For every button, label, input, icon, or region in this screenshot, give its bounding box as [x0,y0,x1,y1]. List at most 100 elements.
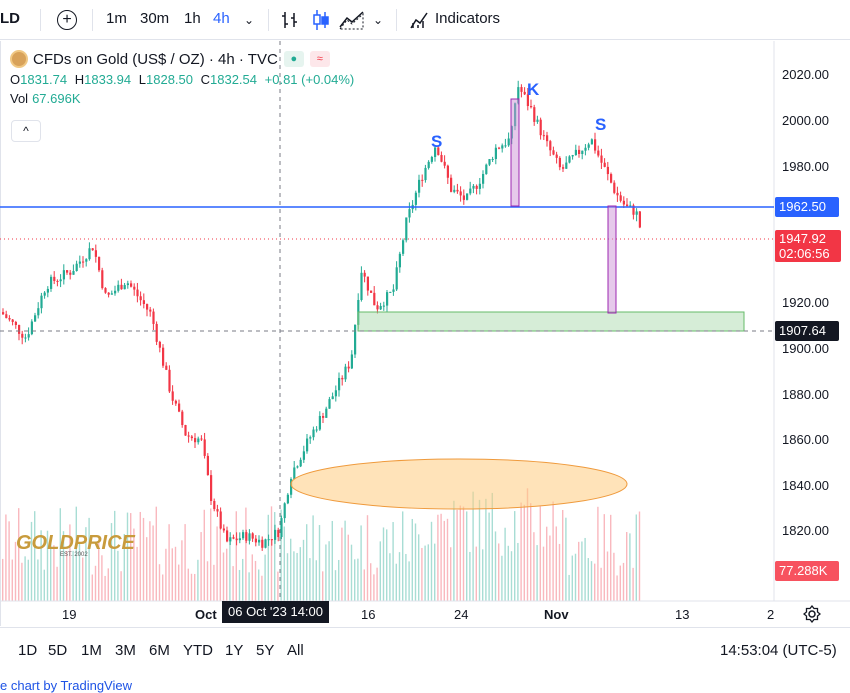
volume-bar [290,538,292,601]
candle-body [485,164,488,174]
volume-bar [226,548,228,601]
volume-bar [373,574,375,601]
volume-bar [62,531,65,601]
volume-bar [392,522,394,601]
candle-body [139,296,142,301]
level-price-tag[interactable]: 1962.50 [775,197,839,217]
open-value: 1831.74 [20,72,68,87]
candle-body [334,390,337,397]
interval-30m[interactable]: 30m [140,10,170,27]
volume-bar [462,506,465,601]
range-1y[interactable]: 1Y [225,642,244,659]
candle-body [354,324,357,355]
range-6m[interactable]: 6M [149,642,170,659]
time-label: 13 [675,607,690,622]
volume-bar [402,511,404,601]
volume-bar [117,550,119,601]
candle-body [69,272,72,275]
candle-body [494,147,497,160]
candle-body [24,337,27,339]
volume-bar [171,548,173,601]
crosshair-price-tag: 1907.64 [775,321,839,341]
collapse-legend-button[interactable]: ^ [11,120,41,142]
volume-bars [2,488,641,601]
volume-bar [270,506,273,601]
right-shoulder-label: S [595,115,607,134]
symbol-title[interactable]: CFDs on Gold (US$ / OZ) · 4h · TVC [33,50,278,68]
candle-body [14,321,17,326]
candle-body [328,399,331,409]
plus-circle-icon[interactable]: + [57,10,77,30]
volume-bar [146,537,148,601]
volume-bar [603,514,605,601]
candle-body [571,155,574,157]
volume-bar [546,526,548,601]
range-3m[interactable]: 3M [115,642,136,659]
interval-1h[interactable]: 1h [184,10,201,27]
area-chart-icon[interactable] [339,10,365,30]
candle-body [296,466,299,468]
volume-bar [110,523,113,601]
candle-body [222,528,225,531]
volume-bar [370,563,372,601]
candles-icon[interactable] [311,9,331,31]
volume-bar [235,511,237,601]
volume-bar [446,518,449,601]
indicators-button[interactable]: Indicators [435,10,501,27]
candle-body [632,205,635,215]
volume-bar [149,521,151,601]
candle-body [549,141,552,151]
candle-body [43,292,46,296]
volume-bar [622,562,625,601]
bar-countdown: 02:06:56 [779,246,830,261]
candle-body [200,438,203,440]
volume-bar [600,567,602,601]
candle-body [360,272,363,300]
candle-body [450,177,453,192]
range-5y[interactable]: 5Y [256,642,275,659]
volume-bar [581,541,583,601]
head-label: K [527,80,540,99]
symbol-name[interactable]: LD [0,10,20,27]
volume-bar [571,555,573,601]
volume-bar [299,547,301,601]
candle-body [629,205,632,207]
volume-bar [162,574,164,601]
chevron-down-icon[interactable]: ⌄ [373,13,384,27]
tradingview-credit[interactable]: e chart by TradingView [0,678,132,693]
indicators-icon[interactable] [409,10,429,30]
candle-body [594,139,597,151]
chart-canvas[interactable] [0,41,850,627]
clock-timezone[interactable]: 14:53:04 (UTC-5) [720,642,837,659]
volume-bar [98,541,100,601]
volume-bar [590,561,593,601]
interval-1m[interactable]: 1m [106,10,127,27]
volume-bar [136,546,138,601]
settings-icon[interactable] [803,605,821,623]
candle-body [414,192,417,205]
volume-bar [632,567,634,601]
candle-body [152,311,155,324]
price-label: 1880.00 [782,387,829,402]
range-1m[interactable]: 1M [81,642,102,659]
volume-bar [242,558,244,601]
volume-bar [104,575,106,601]
volume-bar [293,551,295,601]
range-ytd[interactable]: YTD [183,642,213,659]
candle-body [440,154,443,162]
volume-bar [344,520,346,601]
range-5d[interactable]: 5D [48,642,68,659]
chevron-down-icon[interactable]: ⌄ [244,13,255,27]
volume-bar [354,559,356,601]
candle-body [347,366,350,369]
time-label: Nov [544,607,569,622]
volume-bar [14,541,17,601]
divider [92,9,93,31]
range-1d[interactable]: 1D [18,642,38,659]
range-all[interactable]: All [287,642,304,659]
volume-bar [414,523,417,601]
bar-chart-icon[interactable] [280,10,300,30]
candle-body [325,408,328,418]
last-price-tag[interactable]: 1947.92 02:06:56 [775,230,841,262]
interval-4h[interactable]: 4h [213,10,230,27]
